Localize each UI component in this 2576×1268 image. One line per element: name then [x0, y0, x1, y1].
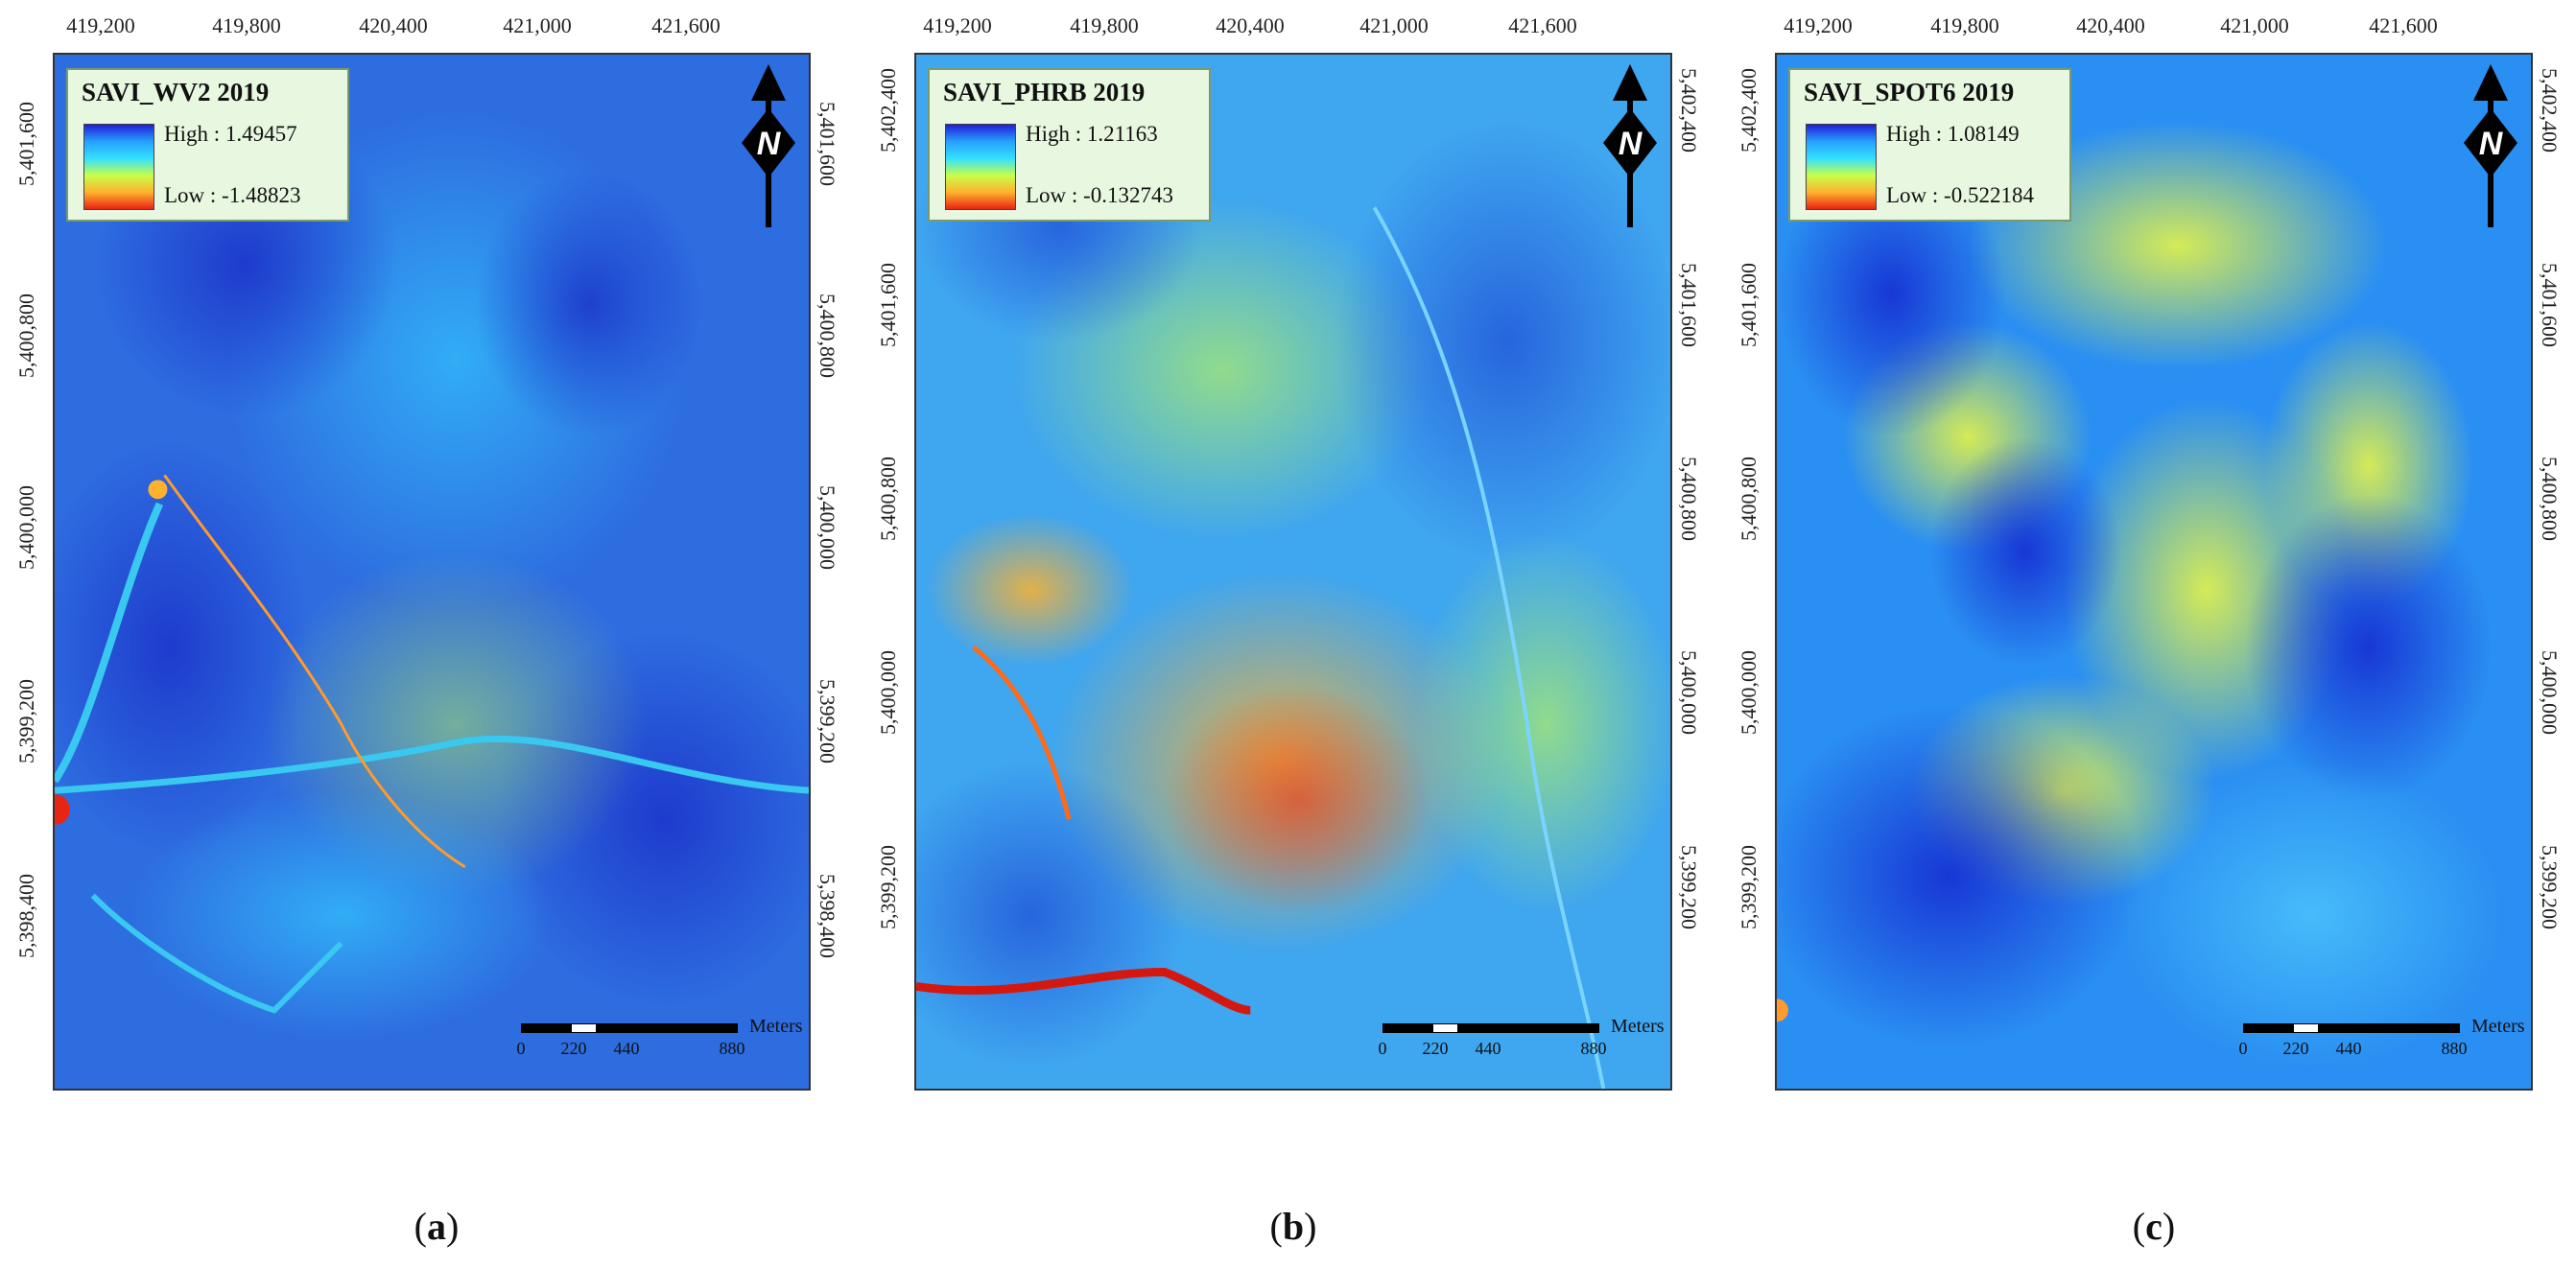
y-tick-left: 5,401,600: [1737, 263, 1761, 347]
legend: SAVI_SPOT6 2019 High : 1.08149 Low : -0.…: [1788, 68, 2071, 222]
y-tick-left: 5,399,200: [876, 845, 900, 929]
scale-label: 220: [560, 1039, 587, 1058]
x-tick-top: 419,800: [212, 13, 281, 37]
legend-title: SAVI_PHRB 2019: [943, 78, 1146, 106]
y-tick-left: 5,400,000: [14, 485, 38, 570]
y-tick-left: 5,400,000: [1737, 650, 1761, 735]
y-tick-right: 5,398,400: [815, 874, 839, 958]
savi-raster: [1777, 121, 2503, 1068]
north-arrow-icon: N: [1603, 64, 1657, 227]
legend-high-label: High : 1.49457: [164, 122, 297, 146]
legend-low-label: Low : -0.522184: [1886, 183, 2034, 207]
caption-c: (c): [2132, 1205, 2176, 1248]
scale-label: 880: [2441, 1039, 2468, 1058]
y-tick-right: 5,402,400: [2538, 68, 2562, 153]
caption-a: (a): [414, 1205, 460, 1248]
legend-high-label: High : 1.21163: [1026, 122, 1158, 146]
y-tick-right: 5,401,600: [1677, 263, 1701, 347]
map-frame: SAVI_WV2 2019 High : 1.49457 Low : -1.48…: [53, 53, 811, 1091]
legend-low-label: Low : -0.132743: [1026, 183, 1173, 207]
x-tick-top: 421,600: [651, 13, 721, 37]
y-tick-right: 5,402,400: [1677, 68, 1701, 153]
y-tick-right: 5,399,200: [815, 679, 839, 763]
legend-title: SAVI_WV2 2019: [82, 78, 270, 106]
y-tick-right: 5,401,600: [2538, 263, 2562, 347]
panel-c: 419,200 419,800 420,400 421,000 421,600 …: [1722, 0, 2576, 1268]
scale-label: 0: [516, 1039, 526, 1058]
x-tick-top: 421,600: [2369, 13, 2438, 37]
x-tick-top: 420,400: [2076, 13, 2145, 37]
y-tick-left: 5,400,000: [876, 650, 900, 735]
legend-high-label: High : 1.08149: [1886, 122, 2020, 146]
north-arrow-icon: N: [742, 64, 795, 227]
y-tick-left: 5,400,800: [14, 294, 38, 378]
x-tick-top: 419,200: [923, 13, 992, 37]
legend-title: SAVI_SPOT6 2019: [1804, 78, 2015, 106]
x-tick-top: 421,000: [2220, 13, 2289, 37]
caption-b: (b): [1269, 1205, 1317, 1248]
map-frame: SAVI_PHRB 2019 High : 1.21163 Low : -0.1…: [914, 53, 1672, 1091]
north-letter: N: [757, 126, 782, 162]
scale-bar: 0 220 440 880 Meters: [1379, 1010, 1665, 1077]
north-letter: N: [2479, 126, 2504, 162]
y-tick-left: 5,399,200: [14, 679, 38, 763]
x-tick-top: 419,800: [1070, 13, 1139, 37]
y-tick-right: 5,399,200: [2538, 845, 2562, 929]
x-tick-top: 419,200: [66, 13, 135, 37]
scale-label: 440: [1475, 1039, 1501, 1058]
map-frame: SAVI_SPOT6 2019 High : 1.08149 Low : -0.…: [1775, 53, 2533, 1091]
x-tick-top: 421,000: [503, 13, 572, 37]
y-tick-right: 5,400,000: [2538, 650, 2562, 735]
y-tick-right: 5,400,800: [1677, 457, 1701, 541]
y-tick-left: 5,399,200: [1737, 845, 1761, 929]
scale-label: 0: [1378, 1039, 1387, 1058]
y-tick-left: 5,402,400: [876, 68, 900, 153]
x-tick-top: 419,800: [1930, 13, 1999, 37]
y-tick-left: 5,402,400: [1737, 68, 1761, 153]
savi-raster: [916, 111, 1670, 1089]
y-tick-left: 5,400,800: [876, 457, 900, 541]
scale-unit: Meters: [2471, 1016, 2525, 1037]
scale-unit: Meters: [1611, 1016, 1665, 1037]
panel-b: 419,200 419,800 420,400 421,000 421,600 …: [862, 0, 1715, 1268]
x-tick-top: 420,400: [1216, 13, 1285, 37]
scale-label: 880: [719, 1039, 745, 1058]
x-tick-top: 421,600: [1508, 13, 1577, 37]
y-tick-left: 5,401,600: [876, 263, 900, 347]
north-letter: N: [1619, 126, 1643, 162]
legend-low-label: Low : -1.48823: [164, 183, 301, 207]
y-tick-right: 5,400,800: [2538, 457, 2562, 541]
legend-color-ramp: [945, 124, 1016, 210]
scale-label: 220: [1422, 1039, 1449, 1058]
legend: SAVI_PHRB 2019 High : 1.21163 Low : -0.1…: [928, 68, 1211, 222]
y-tick-right: 5,400,800: [815, 294, 839, 378]
y-tick-right: 5,401,600: [815, 102, 839, 186]
scale-label: 220: [2282, 1039, 2309, 1058]
scale-label: 880: [1580, 1039, 1607, 1058]
scale-label: 440: [2335, 1039, 2362, 1058]
legend: SAVI_WV2 2019 High : 1.49457 Low : -1.48…: [66, 68, 349, 222]
legend-color-ramp: [83, 124, 154, 210]
scale-label: 0: [2238, 1039, 2248, 1058]
scale-bar: 0 220 440 880 Meters: [2239, 1010, 2525, 1077]
x-tick-top: 419,200: [1784, 13, 1853, 37]
north-arrow-icon: N: [2464, 64, 2517, 227]
legend-color-ramp: [1806, 124, 1877, 210]
y-tick-left: 5,400,800: [1737, 457, 1761, 541]
panel-a: 419,200 419,800 420,400 421,000 421,600 …: [0, 0, 854, 1268]
x-tick-top: 421,000: [1359, 13, 1429, 37]
scale-label: 440: [613, 1039, 640, 1058]
y-tick-left: 5,401,600: [14, 102, 38, 186]
x-tick-top: 420,400: [359, 13, 428, 37]
y-tick-right: 5,400,000: [1677, 650, 1701, 735]
y-tick-right: 5,399,200: [1677, 845, 1701, 929]
scale-unit: Meters: [749, 1016, 803, 1037]
scale-bar: 0 220 440 880 Meters: [517, 1010, 803, 1077]
y-tick-right: 5,400,000: [815, 485, 839, 570]
y-tick-left: 5,398,400: [14, 874, 38, 958]
